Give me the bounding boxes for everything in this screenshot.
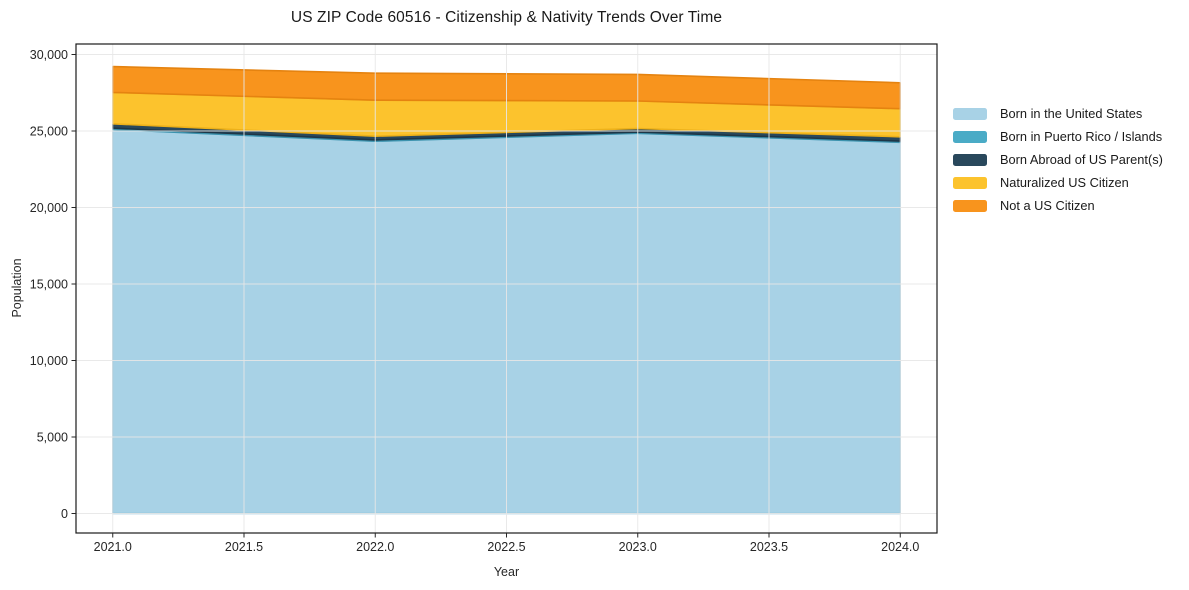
x-tick-label: 2022.0 (356, 540, 394, 554)
legend-item: Born in Puerto Rico / Islands (953, 130, 1163, 143)
x-tick-label: 2023.5 (750, 540, 788, 554)
legend-label: Born Abroad of US Parent(s) (1000, 152, 1163, 167)
legend-label: Naturalized US Citizen (1000, 175, 1129, 190)
legend-swatch (953, 107, 987, 120)
x-tick-label: 2022.5 (487, 540, 525, 554)
legend-label: Not a US Citizen (1000, 198, 1095, 213)
legend-item: Naturalized US Citizen (953, 176, 1163, 189)
x-tick-label: 2023.0 (619, 540, 657, 554)
y-tick-label: 20,000 (30, 201, 68, 215)
y-tick-label: 10,000 (30, 354, 68, 368)
y-axis-label: Population (10, 258, 24, 318)
chart-title: US ZIP Code 60516 - Citizenship & Nativi… (290, 9, 723, 26)
legend-label: Born in Puerto Rico / Islands (1000, 129, 1163, 144)
legend-item: Born in the United States (953, 107, 1163, 120)
y-tick-label: 30,000 (30, 48, 68, 62)
y-tick-label: 5,000 (37, 430, 68, 444)
legend-swatch (953, 176, 987, 189)
x-tick-label: 2021.0 (94, 540, 132, 554)
x-axis-label: Year (493, 565, 520, 579)
legend-item: Born Abroad of US Parent(s) (953, 153, 1163, 166)
y-tick-label: 25,000 (30, 124, 68, 138)
legend-swatch (953, 153, 987, 166)
legend-swatch (953, 199, 987, 212)
y-tick-label: 15,000 (30, 277, 68, 291)
x-tick-label: 2021.5 (225, 540, 263, 554)
legend-swatch (953, 130, 987, 143)
y-tick-label: 0 (61, 507, 68, 521)
legend-label: Born in the United States (1000, 106, 1143, 121)
x-tick-label: 2024.0 (881, 540, 919, 554)
legend: Born in the United States Born in Puerto … (953, 107, 1163, 212)
legend-item: Not a US Citizen (953, 199, 1163, 212)
